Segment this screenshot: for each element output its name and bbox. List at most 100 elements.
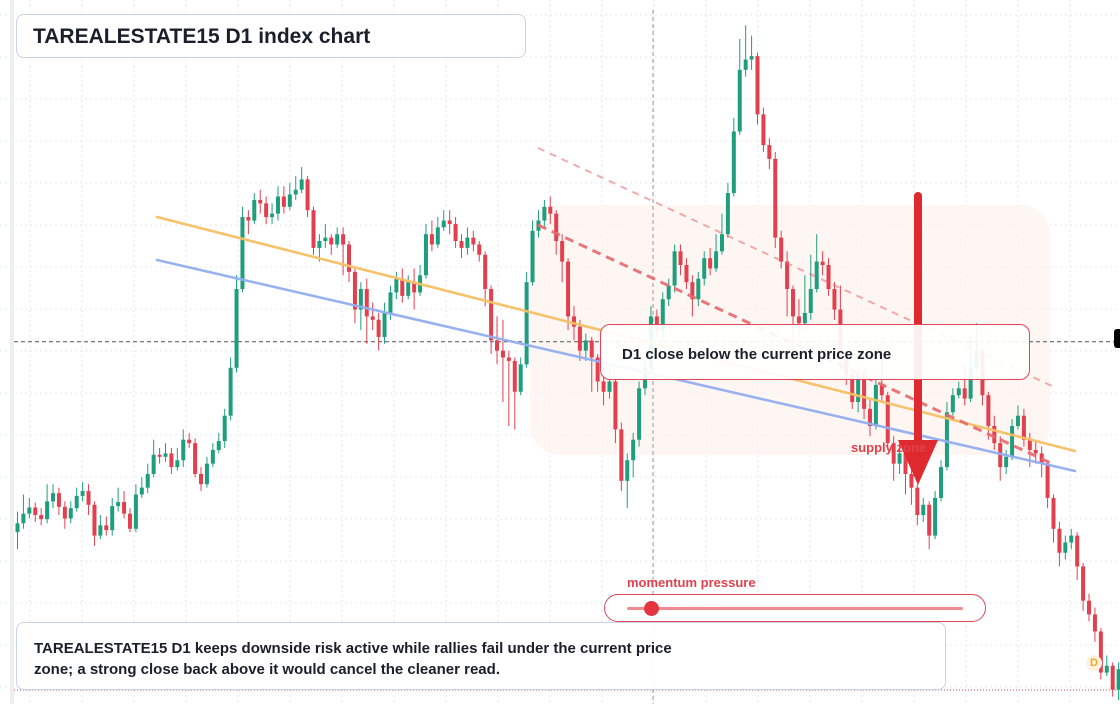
candle-body: [382, 312, 387, 337]
candle-body: [654, 316, 659, 331]
candle-body: [802, 312, 807, 324]
candle-body: [885, 395, 890, 444]
candle-body: [826, 265, 831, 289]
candle-body: [163, 453, 168, 457]
candle-body: [110, 506, 115, 531]
candle-body: [530, 230, 535, 283]
candle-body: [1110, 665, 1115, 690]
title-box: TAREALESTATE15 D1 index chart: [16, 14, 526, 58]
candle-body: [873, 384, 878, 426]
candle-body: [897, 453, 902, 464]
candle-body: [660, 299, 665, 331]
candle-body: [145, 473, 150, 488]
candle-body: [388, 292, 393, 313]
candle-body: [1021, 415, 1026, 440]
candle-body: [814, 261, 819, 289]
candle-body: [595, 357, 600, 382]
candle-body: [193, 443, 198, 474]
candle-body: [832, 289, 837, 310]
candle-body: [702, 258, 707, 279]
candle-body: [1063, 542, 1068, 553]
candle-body: [986, 395, 991, 426]
candle-body: [335, 234, 340, 245]
candle-body: [755, 56, 760, 115]
candle-body: [554, 213, 559, 242]
candle-body: [518, 364, 523, 392]
candle-body: [264, 203, 269, 218]
zone-label: D1 close below the current price zone: [622, 346, 892, 363]
zone-label-box: D1 close below the current price zone: [600, 324, 1030, 380]
candle-body: [779, 237, 784, 262]
candle-body: [548, 206, 553, 214]
candle-body: [708, 258, 713, 269]
candle-body: [181, 439, 186, 461]
candle-body: [453, 223, 458, 242]
candle-body: [175, 460, 180, 468]
candle-body: [299, 179, 304, 190]
candle-body: [524, 282, 529, 365]
candle-body: [358, 289, 363, 310]
candle-body: [216, 441, 221, 450]
candle-body: [187, 439, 192, 444]
candle-body: [903, 453, 908, 474]
candle-body: [1045, 463, 1050, 498]
candle-body: [228, 367, 233, 416]
candle-body: [589, 340, 594, 358]
candle-body: [992, 426, 997, 444]
candle-body: [619, 429, 624, 481]
candle-body: [45, 501, 50, 520]
candle-body: [204, 463, 209, 485]
candle-body: [62, 506, 67, 519]
candle-body: [394, 278, 399, 293]
candle-body: [927, 504, 932, 536]
candle-body: [601, 381, 606, 392]
candle-body: [666, 285, 671, 300]
candle-body: [891, 443, 896, 464]
candle-body: [240, 217, 245, 289]
candle-body: [287, 194, 292, 207]
candle-body: [435, 227, 440, 245]
candle-body: [1004, 456, 1009, 468]
candle-body: [933, 497, 938, 536]
candle-body: [820, 261, 825, 266]
candle-body: [98, 525, 103, 536]
candle-body: [441, 220, 446, 228]
candle-body: [122, 502, 127, 514]
candle-body: [483, 254, 488, 289]
candle-body: [157, 454, 162, 457]
candle-body: [542, 206, 547, 221]
candle-body: [489, 289, 494, 341]
candle-body: [856, 374, 861, 403]
candle-body: [400, 278, 405, 296]
candle-body: [690, 282, 695, 300]
candle-body: [21, 513, 26, 524]
candle-body: [133, 494, 138, 529]
candle-body: [737, 69, 742, 132]
candle-body: [1087, 600, 1092, 615]
candle-body: [275, 196, 280, 214]
candle-body: [1116, 669, 1120, 690]
note-box: TAREALESTATE15 D1 keeps downside risk ac…: [16, 622, 946, 690]
candle-body: [719, 234, 724, 252]
candle-body: [252, 199, 257, 221]
candle-body: [329, 237, 334, 245]
candle-body: [867, 408, 872, 426]
candle-body: [962, 388, 967, 399]
candle-body: [347, 244, 352, 272]
momentum-knob: [643, 601, 659, 616]
candle-body: [743, 59, 748, 70]
note-text: TAREALESTATE15 D1 keeps downside risk ac…: [34, 640, 672, 678]
candle-body: [459, 241, 464, 248]
candle-body: [613, 381, 618, 430]
candle-body: [1027, 439, 1032, 450]
candle-body: [370, 316, 375, 320]
candle-body: [1104, 665, 1109, 673]
candle-body: [791, 289, 796, 317]
candle-body: [74, 495, 79, 509]
candle-body: [566, 261, 571, 317]
candle-body: [293, 189, 298, 195]
candle-body: [210, 449, 215, 464]
candle-body: [376, 319, 381, 337]
candle-body: [1033, 449, 1038, 454]
downside-arrow-head: [898, 440, 938, 485]
